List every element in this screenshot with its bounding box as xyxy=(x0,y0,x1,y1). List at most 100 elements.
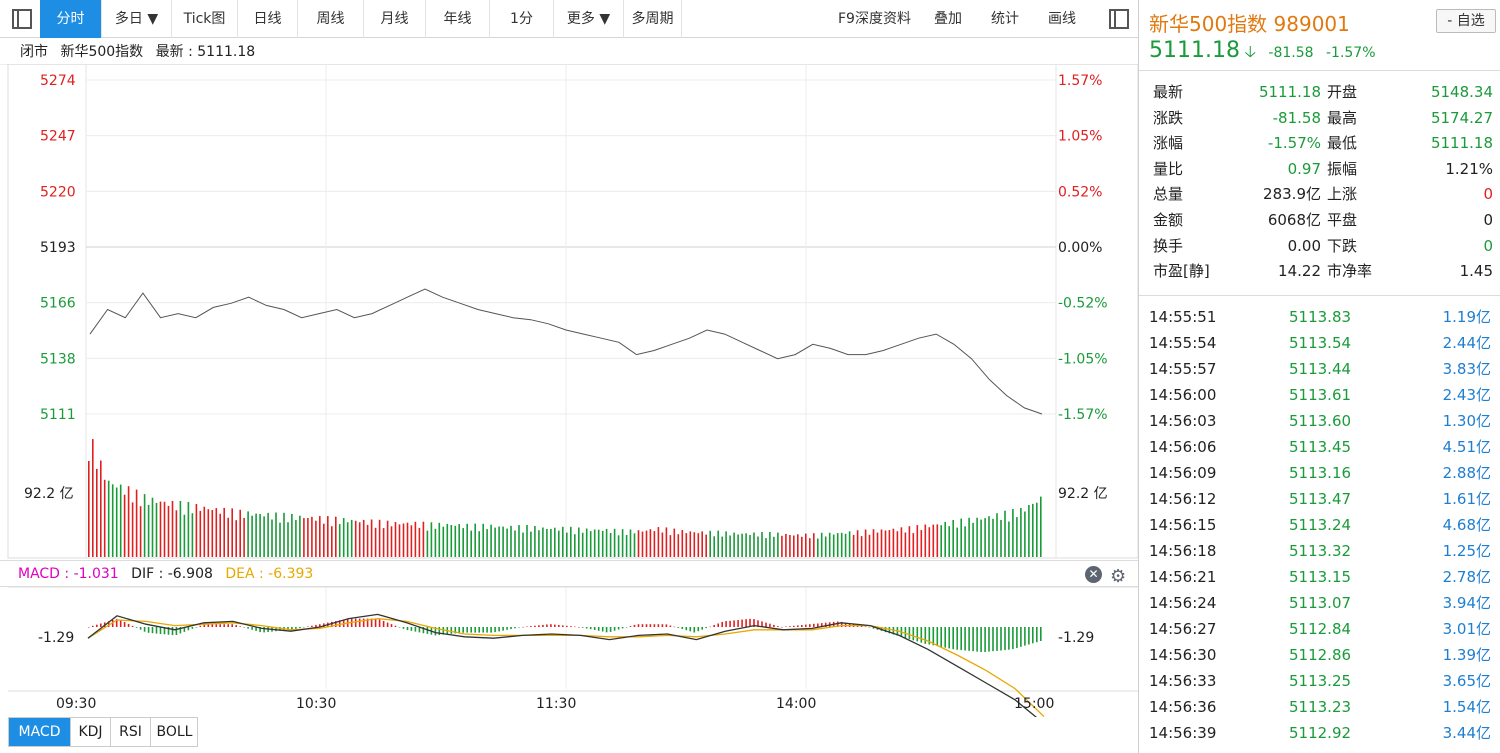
tick-price: 5113.23 xyxy=(1289,698,1352,716)
macd-histogram-bar xyxy=(813,623,815,627)
volume-bar xyxy=(653,531,656,557)
tab-monthly[interactable]: 月线 xyxy=(364,0,426,38)
macd-histogram-bar xyxy=(259,627,261,633)
volume-bar xyxy=(215,508,218,557)
macd-histogram-bar xyxy=(1020,627,1022,647)
right-panel-toggle-icon[interactable] xyxy=(1109,9,1129,29)
stat-value: 5148.34 xyxy=(1430,83,1493,101)
tick-volume: 4.51亿 xyxy=(1442,438,1491,456)
macd-histogram-bar xyxy=(585,627,588,629)
close-indicator-icon[interactable]: ✕ xyxy=(1085,566,1102,583)
tab-more[interactable]: 更多 ▼ xyxy=(554,0,624,38)
tick-price: 5113.83 xyxy=(1289,308,1352,326)
tab-macd[interactable]: MACD xyxy=(9,718,71,746)
volume-bar xyxy=(271,519,273,557)
volume-bar xyxy=(601,530,604,557)
macd-histogram-bar xyxy=(370,618,373,627)
macd-histogram-bar xyxy=(649,624,652,627)
macd-histogram-bar xyxy=(904,627,907,638)
volume-bar xyxy=(151,497,154,557)
tab-yearly[interactable]: 年线 xyxy=(426,0,490,38)
volume-bar xyxy=(394,522,397,557)
f9-deep-data-button[interactable]: F9深度资料 xyxy=(838,11,911,27)
macd-histogram-bar xyxy=(175,627,178,635)
overlay-button[interactable]: 叠加 xyxy=(934,11,962,27)
add-favorite-button[interactable]: - 自选 xyxy=(1436,9,1496,33)
macd-histogram-bar xyxy=(462,627,464,633)
tab-1min[interactable]: 1分 xyxy=(490,0,554,38)
macd-histogram-bar xyxy=(613,627,616,631)
volume-bar xyxy=(279,522,281,557)
tab-daily[interactable]: 日线 xyxy=(238,0,298,38)
statistics-button[interactable]: 统计 xyxy=(991,11,1019,27)
tab-rsi[interactable]: RSI xyxy=(111,718,151,746)
macd-axis-label-right: -1.29 xyxy=(1058,630,1094,646)
time-tick-label: 15:00 xyxy=(1014,696,1054,712)
tick-price: 5112.86 xyxy=(1289,646,1352,664)
stat-label: 上涨 xyxy=(1327,185,1358,204)
tab-kdj[interactable]: KDJ xyxy=(71,718,111,746)
volume-bar xyxy=(717,530,719,557)
tick-list[interactable]: 14:55:51 5113.83 1.19亿 14:55:54 5113.54 2.44亿… xyxy=(1149,304,1491,746)
volume-bar xyxy=(398,524,401,557)
macd-histogram-bar xyxy=(151,627,154,634)
volume-bar xyxy=(585,528,588,557)
volume-bar xyxy=(259,514,261,557)
macd-histogram-bar xyxy=(864,626,867,628)
macd-histogram-bar xyxy=(809,624,811,627)
drawing-button[interactable]: 画线 xyxy=(1048,11,1076,27)
macd-histogram-bar xyxy=(486,627,488,633)
volume-bar xyxy=(629,529,632,557)
time-tick-label: 14:00 xyxy=(776,696,816,712)
tab-intraday[interactable]: 分时 xyxy=(40,0,102,38)
stat-value: 5111.18 xyxy=(1258,83,1321,101)
tick-time: 14:56:21 xyxy=(1149,568,1217,586)
tick-row: 14:56:03 5113.60 1.30亿 xyxy=(1149,408,1491,434)
gear-icon[interactable]: ⚙ xyxy=(1110,566,1127,587)
macd-histogram-bar xyxy=(494,627,496,633)
tab-boll[interactable]: BOLL xyxy=(156,724,193,740)
macd-histogram-bar xyxy=(621,627,624,629)
macd-histogram-bar xyxy=(219,624,221,627)
macd-histogram-bar xyxy=(127,623,130,627)
tab-weekly[interactable]: 周线 xyxy=(298,0,364,38)
volume-bar xyxy=(354,520,357,557)
tick-row: 14:56:00 5113.61 2.43亿 xyxy=(1149,382,1491,408)
tab-multi-day[interactable]: 多日 ▼ xyxy=(102,0,172,38)
volume-bar xyxy=(454,525,457,557)
macd-histogram-bar xyxy=(916,627,919,642)
macd-histogram-bar xyxy=(840,621,843,627)
volume-bar xyxy=(566,532,568,557)
macd-histogram-bar xyxy=(908,627,911,640)
tick-volume: 2.78亿 xyxy=(1442,568,1491,586)
volume-bar xyxy=(641,531,644,557)
volume-bar xyxy=(327,516,329,557)
tick-row: 14:55:51 5113.83 1.19亿 xyxy=(1149,304,1491,330)
volume-bar xyxy=(972,522,974,557)
tab-tick-chart[interactable]: Tick图 xyxy=(172,0,238,38)
intraday-chart[interactable]: 5274 1.57% 5247 1.05% 5220 0.52% 5193 0.00% 5166… xyxy=(0,64,1138,717)
macd-histogram-bar xyxy=(239,626,241,627)
volume-bar xyxy=(709,530,711,557)
volume-bar xyxy=(546,529,548,557)
tick-volume: 1.39亿 xyxy=(1442,646,1491,664)
volume-bar xyxy=(418,527,421,557)
tick-volume: 3.65亿 xyxy=(1442,672,1491,690)
macd-histogram-bar xyxy=(454,627,457,634)
macd-histogram-bar xyxy=(119,620,122,627)
volume-bar xyxy=(1032,503,1034,557)
volume-bar xyxy=(844,533,847,557)
divider xyxy=(1139,295,1500,296)
tab-multi-period[interactable]: 多周期 xyxy=(624,0,682,38)
volume-bar xyxy=(1016,517,1018,557)
volume-bar xyxy=(872,529,875,557)
macd-histogram-bar xyxy=(972,627,974,652)
volume-bar xyxy=(167,505,170,557)
tick-volume: 3.83亿 xyxy=(1442,360,1491,378)
volume-bar xyxy=(159,501,162,557)
left-panel-toggle-icon[interactable] xyxy=(12,9,32,29)
macd-histogram-bar xyxy=(386,622,389,627)
tick-volume: 1.54亿 xyxy=(1442,698,1491,716)
macd-histogram-bar xyxy=(466,627,468,633)
macd-histogram-bar xyxy=(167,627,170,635)
